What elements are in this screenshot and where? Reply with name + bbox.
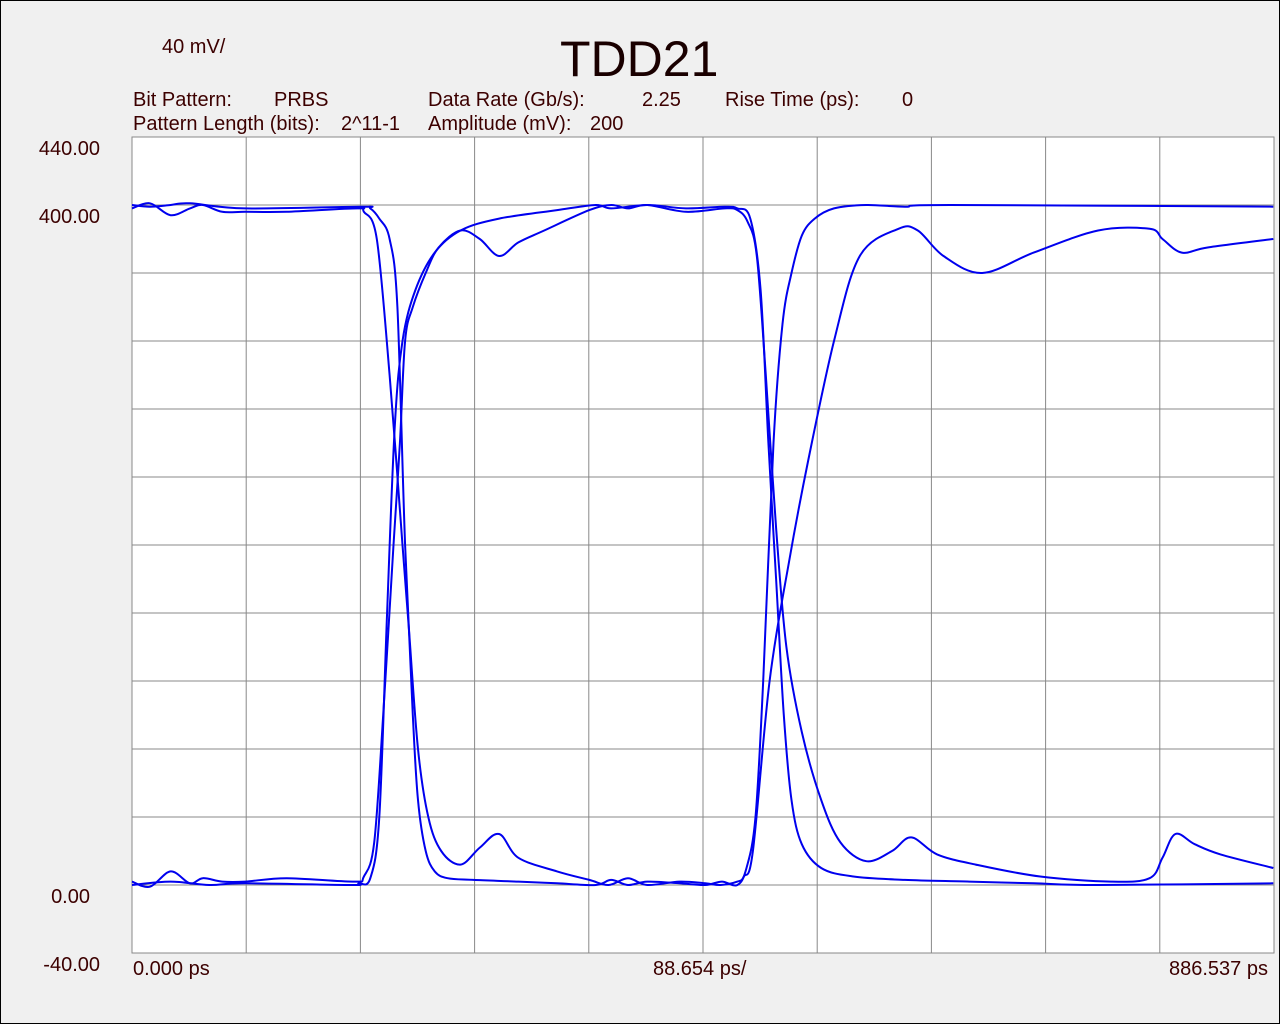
bit-pattern-label: Bit Pattern: [133, 89, 232, 111]
y-tick-label: 0.00 [51, 886, 90, 908]
x-tick-label: 886.537 ps [1169, 958, 1268, 980]
rise-time-value: 0 [902, 89, 914, 111]
data-rate-label: Data Rate (Gb/s): [428, 89, 585, 111]
y-tick-label: 400.00 [38, 206, 100, 228]
y-tick-label: 440.00 [38, 138, 100, 160]
eye-trace-2 [131, 203, 1274, 889]
data-rate-value: 2.25 [642, 89, 681, 111]
eye-trace-0 [131, 202, 1274, 887]
amplitude-value: 200 [590, 113, 624, 135]
eye-trace-3 [131, 203, 1274, 887]
chart-title: TDD21 [560, 31, 719, 87]
y-tick-label: -40.00 [43, 954, 100, 976]
scale-label: 40 mV/ [162, 36, 226, 58]
rise-time-label: Rise Time (ps): [725, 89, 860, 111]
pattern-length-value: 2^11-1 [341, 113, 401, 135]
bit-pattern-value: PRBS [274, 89, 329, 111]
amplitude-label: Amplitude (mV): [428, 113, 572, 135]
x-tick-label: 88.654 ps/ [653, 958, 747, 980]
x-tick-label: 0.000 ps [133, 958, 210, 980]
pattern-length-label: Pattern Length (bits): [133, 113, 320, 135]
eye-trace-1 [131, 202, 1274, 887]
